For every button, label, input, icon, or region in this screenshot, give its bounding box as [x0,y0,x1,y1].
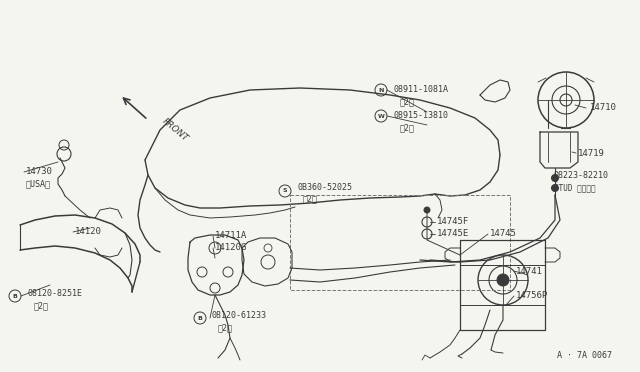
Text: N: N [378,87,384,93]
Text: S: S [283,189,287,193]
Circle shape [552,174,559,182]
Text: 08120-61233: 08120-61233 [212,311,267,321]
Text: 14730: 14730 [26,167,53,176]
Text: 14710: 14710 [590,103,617,112]
Text: 14745F: 14745F [437,218,469,227]
Text: 14120: 14120 [75,228,102,237]
Text: （2）: （2） [218,324,233,333]
Text: A · 7A 0067: A · 7A 0067 [557,350,612,359]
Text: B: B [198,315,202,321]
Text: 08120-8251E: 08120-8251E [28,289,83,298]
Circle shape [497,274,509,286]
Text: 08911-1081A: 08911-1081A [394,86,449,94]
Text: 08915-13810: 08915-13810 [394,112,449,121]
Text: （2）: （2） [303,195,318,203]
Text: 14756P: 14756P [516,292,548,301]
Circle shape [424,207,430,213]
Text: 0B360-52025: 0B360-52025 [297,183,352,192]
Circle shape [552,185,559,192]
Text: B: B [13,294,17,298]
Text: 14711A: 14711A [215,231,247,241]
Text: 14745E: 14745E [437,230,469,238]
Text: （2）: （2） [400,124,415,132]
Text: 14741: 14741 [516,266,543,276]
Text: FRONT: FRONT [160,117,189,143]
Text: STUD スタッド: STUD スタッド [554,183,596,192]
Text: （2）: （2） [34,301,49,311]
Text: 14719: 14719 [578,148,605,157]
Text: W: W [378,113,385,119]
Text: （USA）: （USA） [26,180,51,189]
Text: 08223-82210: 08223-82210 [554,171,609,180]
Text: （2）: （2） [400,97,415,106]
Text: 14120G: 14120G [215,244,247,253]
Text: 14745: 14745 [490,230,517,238]
